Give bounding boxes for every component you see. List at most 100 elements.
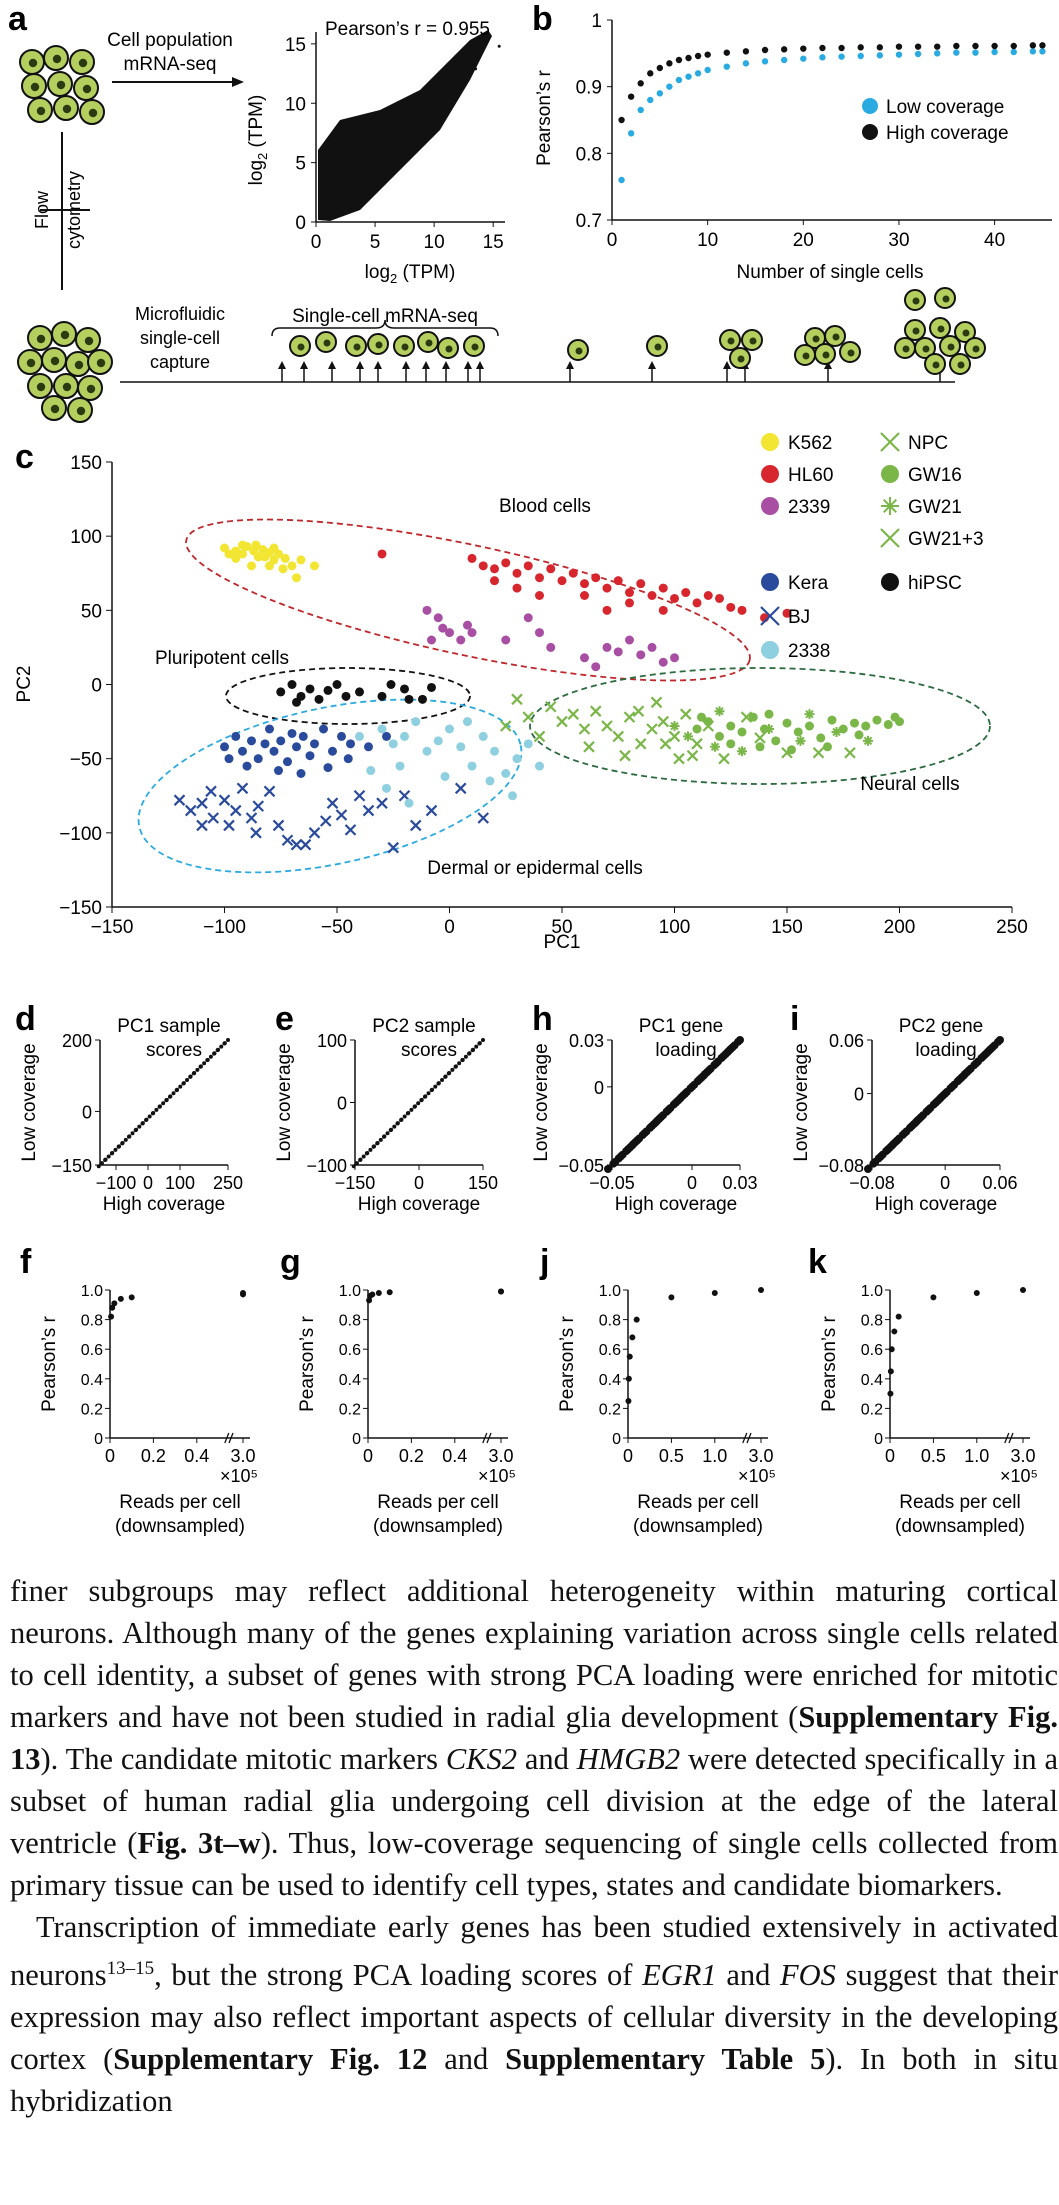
nucleus-icon (76, 406, 86, 416)
scatter-point (642, 1127, 651, 1136)
legend-label-gw213: GW21+3 (908, 529, 984, 550)
pca-point (467, 628, 477, 638)
c-xlabel: PC1 (544, 932, 581, 953)
ytick-label: 0.4 (599, 1372, 621, 1389)
pca-point (781, 746, 793, 759)
nucleus-icon (36, 382, 46, 392)
ytick-label: −0.05 (558, 1156, 604, 1176)
xtick-label: 0 (414, 1173, 424, 1193)
nucleus-icon (922, 345, 930, 353)
scatter-point (690, 1080, 699, 1089)
panel-letter-g: g (280, 1243, 301, 1281)
nucleus-icon (902, 345, 910, 353)
scatter-point (171, 1091, 176, 1096)
c-xtick-label: −150 (91, 917, 134, 938)
panel-letter-a: a (8, 0, 28, 38)
p1-ref-fig-3[interactable]: Fig. 3t–w (137, 1826, 261, 1860)
scatter-point (137, 1124, 142, 1129)
pca-point (355, 687, 364, 697)
pca-point (501, 635, 511, 645)
b-point (685, 54, 692, 62)
panel-letter-k: k (808, 1243, 827, 1281)
pca-point (319, 724, 328, 734)
ytick-label: 0 (854, 1085, 864, 1105)
b-point (819, 44, 826, 52)
pca-point (260, 552, 270, 562)
p2-ref-supp-fig-12[interactable]: Supplementary Fig. 12 (113, 2042, 428, 2077)
pca-point (714, 706, 725, 717)
b-point (1029, 42, 1037, 49)
legend-low-label: Low coverage (886, 97, 1004, 118)
b-point (1010, 42, 1017, 50)
xtick-label: −100 (96, 1173, 137, 1193)
pca-point (522, 711, 535, 723)
pca-point (583, 741, 595, 753)
panel-subtitle: loading (655, 1040, 716, 1061)
ytick-label: 0 (352, 1431, 361, 1448)
ytick-label: 0.2 (81, 1401, 103, 1418)
panel-a: a Cell population mRNA-seq Flow cytometr… (8, 0, 986, 423)
c-x-ticks: −150 −100 −50 0 50 100 150 200 250 (91, 907, 1028, 938)
x-multiplier: ×10⁵ (478, 1466, 516, 1486)
scatter-point (457, 1061, 462, 1066)
pca-point (872, 715, 882, 725)
pca-point (344, 824, 357, 836)
b-point (704, 66, 711, 74)
c-y-ticks: −150 −100 −50 0 50 100 150 (59, 453, 112, 919)
b-point (656, 90, 664, 97)
pca-point (400, 731, 409, 741)
pca-point (404, 798, 414, 808)
pca-point (445, 628, 454, 638)
b-xtick-label: 30 (888, 230, 909, 251)
xlabel-line2: (downsampled) (633, 1516, 763, 1537)
data-point (625, 1398, 632, 1404)
b-point (800, 45, 807, 52)
xtick-label: 1.0 (702, 1446, 727, 1466)
capture-arrow-head (442, 361, 450, 369)
pca-point (703, 591, 713, 600)
nucleus-icon (445, 345, 453, 353)
b-point (685, 73, 692, 80)
pca-point (647, 591, 657, 600)
panel-d: d PC1 sample scores −150 0 200 −100 0 100 250High… (15, 1000, 243, 1215)
xtick-label: 0.03 (722, 1173, 757, 1193)
p2-citation[interactable]: 13–15 (106, 1958, 155, 1979)
data-point (369, 1291, 376, 1298)
pca-point (602, 583, 612, 593)
ylabel: Low coverage (274, 1043, 295, 1161)
scatter-point (481, 1038, 485, 1042)
pca-point (501, 769, 511, 778)
data-point (386, 1289, 393, 1296)
pca-point (761, 465, 779, 483)
panel-c: c −150 −100 −50 0 50 100 150 −150 −100 −50 0 50 100… (14, 432, 1028, 953)
pca-point (290, 838, 303, 851)
ytick-label: 0.6 (599, 1342, 621, 1359)
nucleus-icon (957, 361, 965, 369)
p1-text-i: ). Thus, low-coverage sequencing of sing… (10, 1826, 1058, 1902)
a-xtick-label: 10 (424, 232, 445, 253)
a-point (450, 89, 454, 93)
scatter-point (185, 1078, 190, 1083)
pca-point (260, 739, 270, 749)
scatter-point (675, 1095, 684, 1104)
p2-ref-supp-table-5[interactable]: Supplementary Table 5 (505, 2042, 826, 2077)
pca-point (512, 754, 522, 764)
pca-point (388, 739, 398, 749)
pca-point (422, 605, 432, 615)
pca-point (580, 653, 589, 663)
xtick-label: 150 (468, 1173, 498, 1193)
xtick-label: −0.08 (849, 1173, 895, 1193)
nucleus-icon (297, 343, 305, 351)
b-point (618, 176, 625, 184)
capture-arrow-head (566, 361, 574, 369)
panel-letter-i: i (790, 1000, 799, 1038)
scatter-point (385, 1131, 390, 1136)
c-ytick-label: −100 (59, 824, 102, 845)
xtick-label: 0.4 (442, 1446, 467, 1466)
pca-point (418, 694, 427, 704)
cell-cluster-left (17, 321, 113, 423)
pca-point (692, 598, 702, 608)
scatter-point (198, 1064, 203, 1069)
p1-ref-supp-fig-13[interactable]: Supplementary Fig. 13 (10, 1700, 1058, 1776)
pca-point (377, 549, 387, 559)
